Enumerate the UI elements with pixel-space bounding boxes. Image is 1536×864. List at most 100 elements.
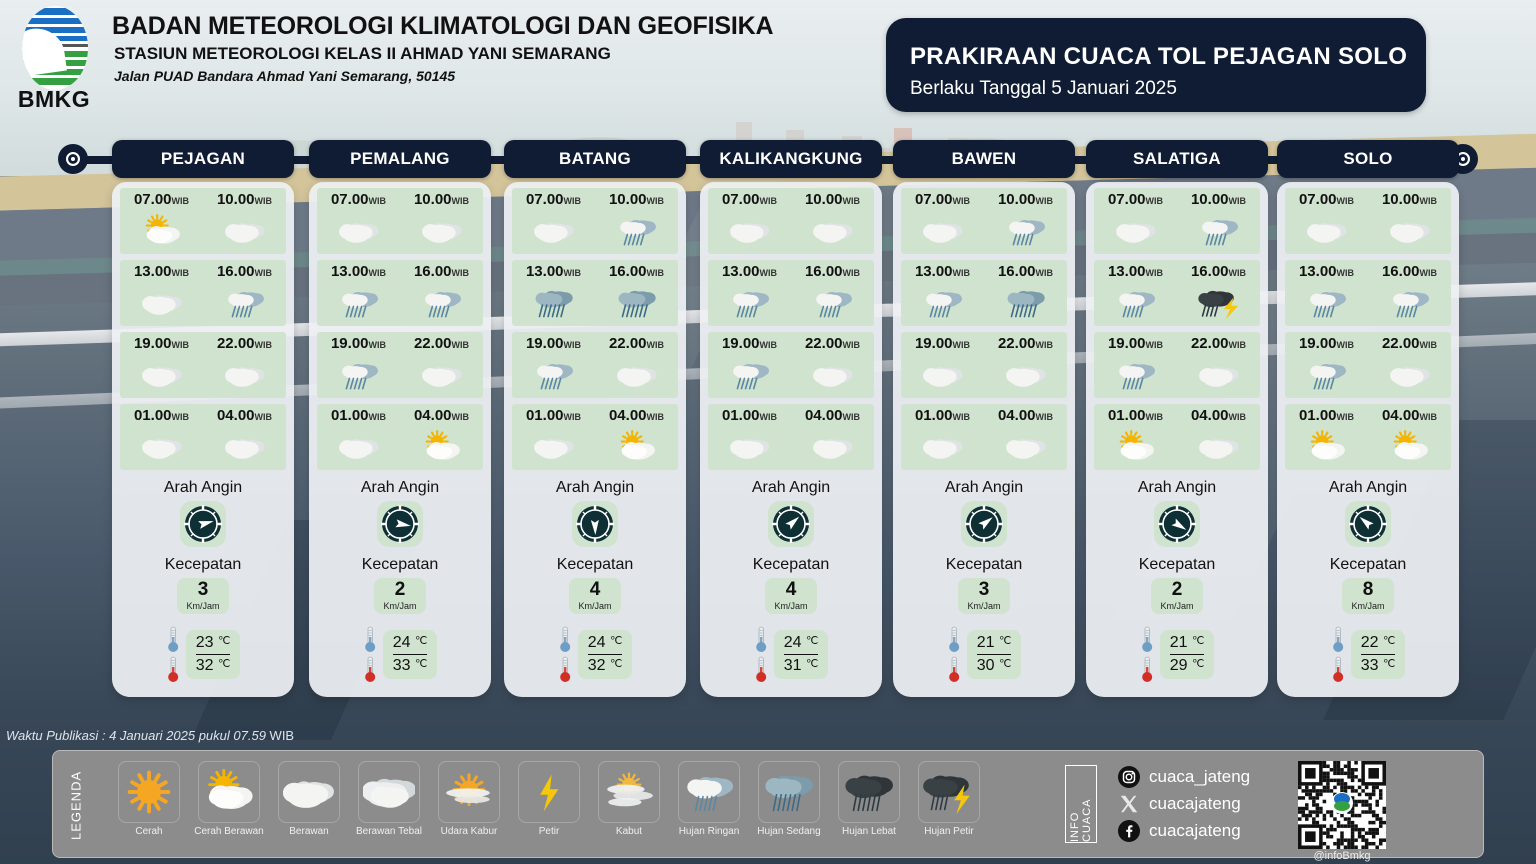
- city-card: 07.00WIB 10.00WIB 13.00WIB 16.00WIB 19.0…: [112, 182, 294, 697]
- social-account-row[interactable]: cuacajateng: [1118, 817, 1250, 844]
- forecast-slot: 16.00WIB: [203, 260, 286, 326]
- weather-icon-berawan: [530, 430, 578, 464]
- forecast-slot: 07.00WIB: [901, 188, 984, 254]
- forecast-time: 13.00WIB: [721, 263, 778, 280]
- temperature-values: 21 ℃ 30 ℃: [966, 629, 1022, 679]
- legend-label: Petir: [538, 826, 560, 837]
- city-card: 07.00WIB 10.00WIB 13.00WIB 16.00WIB 19.0…: [504, 182, 686, 697]
- forecast-slot: 13.00WIB: [1285, 260, 1368, 326]
- publication-text: Waktu Publikasi : 4 Januari 2025 pukul 0…: [6, 728, 270, 743]
- wind-speed-label: Kecepatan: [1329, 556, 1407, 573]
- forecast-time: 13.00WIB: [133, 263, 190, 280]
- weather-icon-cerah-berawan: [1112, 430, 1160, 464]
- forecast-time: 07.00WIB: [330, 191, 387, 208]
- page-header: BMKG BADAN METEOROLOGI KLIMATOLOGI DAN G…: [0, 0, 1536, 130]
- wind-speed-label: Kecepatan: [164, 556, 242, 573]
- thermometer-icons: [1140, 626, 1154, 683]
- social-account-row[interactable]: cuacajateng: [1118, 790, 1250, 817]
- speed-unit: Km/Jam: [383, 600, 417, 611]
- forecast-time: 16.00WIB: [1381, 263, 1438, 280]
- wind-direction-label: Arah Angin: [360, 479, 440, 496]
- forecast-banner: PRAKIRAAN CUACA TOL PEJAGAN SOLO Berlaku…: [886, 18, 1426, 112]
- forecast-slot: 07.00WIB: [512, 188, 595, 254]
- temp-min: 21 ℃: [1169, 634, 1205, 655]
- forecast-row: 01.00WIB 04.00WIB: [317, 404, 483, 470]
- forecast-time: 16.00WIB: [804, 263, 861, 280]
- forecast-slot: 07.00WIB: [708, 188, 791, 254]
- forecast-row: 19.00WIB 22.00WIB: [1094, 332, 1260, 398]
- temperature-values: 24 ℃ 31 ℃: [773, 629, 829, 679]
- compass-icon: [377, 501, 423, 547]
- forecast-time: 07.00WIB: [914, 191, 971, 208]
- forecast-slot: 13.00WIB: [512, 260, 595, 326]
- legend-label: Udara Kabur: [440, 826, 498, 837]
- thermometer-hot-icon: [558, 656, 572, 683]
- weather-icon-hujan-ringan: [335, 286, 383, 320]
- city-name-tag[interactable]: SALATIGA: [1086, 140, 1268, 178]
- speed-number: 4: [785, 579, 797, 600]
- forecast-time: 10.00WIB: [997, 191, 1054, 208]
- forecast-slot: 01.00WIB: [1094, 404, 1177, 470]
- city-column: BATANG 07.00WIB 10.00WIB 13.00WIB 16.00W…: [504, 140, 686, 697]
- legend-item: Petir: [513, 761, 585, 837]
- forecast-slot: 07.00WIB: [1285, 188, 1368, 254]
- city-name-tag[interactable]: KALIKANGKUNG: [700, 140, 882, 178]
- city-column: KALIKANGKUNG 07.00WIB 10.00WIB 13.00WIB …: [700, 140, 882, 697]
- weather-icon-berawan: [1002, 358, 1050, 392]
- temp-max: 31 ℃: [783, 656, 819, 674]
- weather-icon-hujan-ringan: [418, 286, 466, 320]
- weather-icon-berawan: [335, 214, 383, 248]
- speed-unit: Km/Jam: [578, 600, 612, 611]
- city-name-tag[interactable]: PEJAGAN: [112, 140, 294, 178]
- forecast-slot: 07.00WIB: [120, 188, 203, 254]
- legend-icon-hujan-sedang: [758, 761, 820, 823]
- forecast-slot: 19.00WIB: [708, 332, 791, 398]
- station-address: Jalan PUAD Bandara Ahmad Yani Semarang, …: [114, 68, 456, 84]
- legend-label: Hujan Sedang: [757, 826, 821, 837]
- forecast-time: 22.00WIB: [1190, 335, 1247, 352]
- logo-text: BMKG: [17, 86, 91, 112]
- speed-number: 8: [1362, 579, 1374, 600]
- forecast-time: 16.00WIB: [997, 263, 1054, 280]
- legend-item: Hujan Petir: [913, 761, 985, 837]
- forecast-slot: 22.00WIB: [791, 332, 874, 398]
- city-name-tag[interactable]: PEMALANG: [309, 140, 491, 178]
- thermometer-icons: [166, 626, 180, 683]
- forecast-slot: 22.00WIB: [1368, 332, 1451, 398]
- thermometer-cold-icon: [1331, 626, 1345, 653]
- weather-icon-cerah-berawan: [418, 430, 466, 464]
- forecast-slot: 13.00WIB: [708, 260, 791, 326]
- temp-max: 32 ℃: [195, 656, 231, 674]
- legend-bar: LEGENDA Cerah Cerah Berawan Berawan Bera…: [52, 750, 1484, 862]
- weather-icon-hujan-sedang: [530, 286, 578, 320]
- weather-icon-berawan: [1386, 214, 1434, 248]
- weather-icon-hujan-ringan: [221, 286, 269, 320]
- instagram-icon: [1118, 765, 1140, 788]
- forecast-row: 19.00WIB 22.00WIB: [120, 332, 286, 398]
- legend-item: Berawan Tebal: [353, 761, 425, 837]
- city-name-tag[interactable]: SOLO: [1277, 140, 1459, 178]
- forecast-row: 13.00WIB 16.00WIB: [901, 260, 1067, 326]
- weather-icon-hujan-ringan: [1386, 286, 1434, 320]
- qr-code[interactable]: [1298, 761, 1386, 849]
- forecast-row: 19.00WIB 22.00WIB: [708, 332, 874, 398]
- forecast-time: 22.00WIB: [997, 335, 1054, 352]
- weather-icon-hujan-ringan: [1112, 286, 1160, 320]
- publication-unit: WIB: [269, 728, 295, 743]
- forecast-time: 07.00WIB: [1107, 191, 1164, 208]
- forecast-grid: 07.00WIB 10.00WIB 13.00WIB 16.00WIB 19.0…: [512, 188, 678, 470]
- forecast-time: 01.00WIB: [1107, 407, 1164, 424]
- forecast-grid: 07.00WIB 10.00WIB 13.00WIB 16.00WIB 19.0…: [1285, 188, 1451, 470]
- forecast-time: 04.00WIB: [804, 407, 861, 424]
- forecast-time: 07.00WIB: [1298, 191, 1355, 208]
- forecast-time: 10.00WIB: [1381, 191, 1438, 208]
- city-card: 07.00WIB 10.00WIB 13.00WIB 16.00WIB 19.0…: [893, 182, 1075, 697]
- speed-number: 2: [394, 579, 406, 600]
- city-name-tag[interactable]: BAWEN: [893, 140, 1075, 178]
- social-account-row[interactable]: cuaca_jateng: [1118, 763, 1250, 790]
- forecast-row: 19.00WIB 22.00WIB: [901, 332, 1067, 398]
- legend-label: Berawan: [289, 826, 329, 837]
- facebook-icon: [1118, 819, 1140, 842]
- forecast-row: 07.00WIB 10.00WIB: [120, 188, 286, 254]
- city-name-tag[interactable]: BATANG: [504, 140, 686, 178]
